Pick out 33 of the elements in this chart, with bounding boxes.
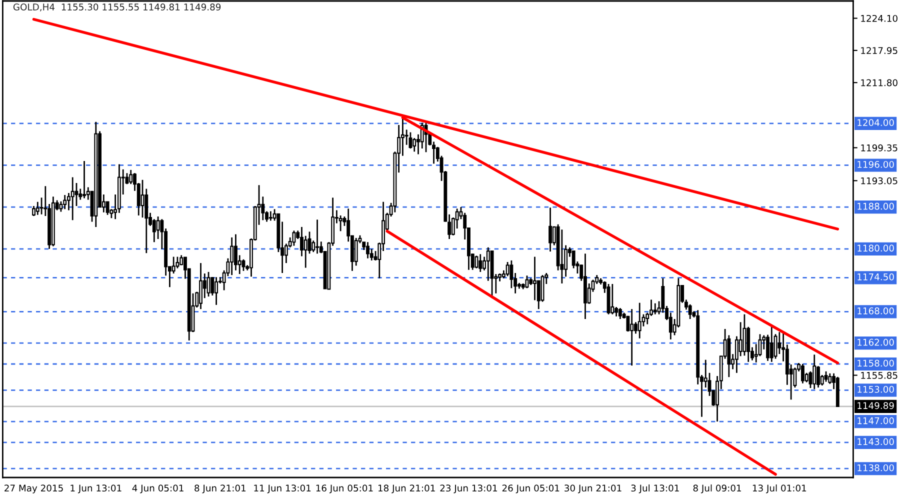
ref-line-label: 1149.89 (858, 402, 894, 410)
y-tick-label: 1155.85 (861, 372, 898, 379)
x-tick-label: 1 Jun 13:01 (70, 484, 122, 494)
ref-line-label: 1162.00 (858, 338, 894, 346)
ref-line-label: 1153.00 (858, 386, 894, 393)
x-tick-label: 16 Jun 05:01 (316, 484, 373, 494)
y-tick-label: 1217.95 (861, 47, 898, 54)
ref-line-label: 1168.00 (858, 307, 894, 314)
ref-line-label: 1180.00 (858, 244, 894, 252)
y-tick-label: 1193.05 (861, 177, 898, 184)
x-tick-label: 27 May 2015 (4, 484, 63, 494)
ref-line-label: 1204.00 (858, 119, 894, 126)
y-tick-label: 1211.80 (861, 79, 898, 86)
x-tick-label: 11 Jun 13:01 (254, 484, 311, 494)
ref-line-label: 1174.50 (858, 273, 894, 280)
x-tick-label: 13 Jul 01:01 (752, 484, 806, 494)
ref-line-label: 1158.00 (858, 360, 894, 367)
x-tick-label: 23 Jun 13:01 (440, 484, 497, 494)
x-tick-label: 18 Jun 21:01 (378, 484, 435, 494)
chart-title: GOLD,H4 1155.30 1155.55 1149.81 1149.89 (13, 4, 221, 12)
ref-line-label: 1188.00 (858, 202, 894, 210)
x-tick-label: 30 Jun 21:01 (564, 484, 622, 494)
ref-line-label: 1147.00 (858, 417, 894, 424)
x-tick-label: 8 Jun 21:01 (194, 484, 246, 494)
ref-line-label: 1143.00 (858, 438, 894, 446)
x-tick-label: 8 Jul 09:01 (693, 484, 741, 494)
y-tick-label: 1224.10 (861, 14, 898, 22)
ref-line-label: 1196.00 (858, 160, 894, 168)
ref-line-label: 1138.00 (858, 464, 894, 472)
x-tick-label: 4 Jun 05:01 (132, 484, 184, 494)
x-tick-label: 3 Jul 13:01 (631, 484, 679, 494)
x-tick-label: 26 Jun 05:01 (502, 484, 560, 494)
y-tick-label: 1199.35 (861, 144, 898, 152)
